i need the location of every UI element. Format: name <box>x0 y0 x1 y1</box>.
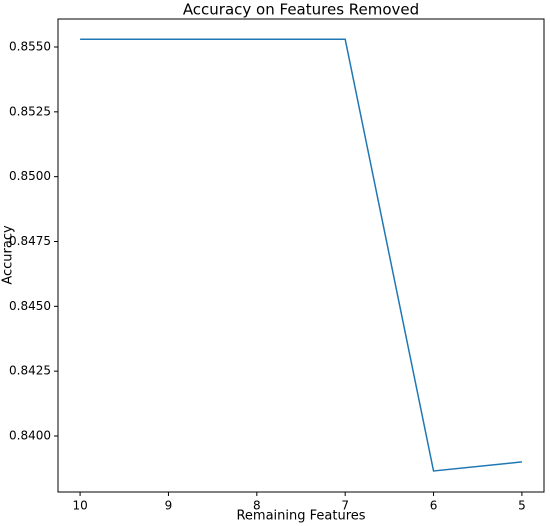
x-tick-label: 7 <box>341 499 349 513</box>
line-series <box>80 38 522 472</box>
y-tick-label: 0.8500 <box>9 169 51 183</box>
y-axis-label: Accuracy <box>1 225 16 285</box>
y-tick-label: 0.8475 <box>9 234 51 248</box>
x-tick-label: 10 <box>72 499 87 513</box>
y-tick-label: 0.8450 <box>9 299 51 313</box>
y-tick-label: 0.8425 <box>9 364 51 378</box>
y-tick-label: 0.8550 <box>9 40 51 54</box>
x-tick-label: 6 <box>430 499 438 513</box>
x-tick-label: 8 <box>253 499 261 513</box>
x-tick-label: 5 <box>518 499 526 513</box>
y-tick-label: 0.8525 <box>9 104 51 118</box>
x-tick-label: 9 <box>165 499 173 513</box>
y-tick-label: 0.8400 <box>9 428 51 442</box>
plot-frame <box>57 18 545 493</box>
chart-title: Accuracy on Features Removed <box>183 1 419 19</box>
x-axis-label: Remaining Features <box>236 509 365 524</box>
